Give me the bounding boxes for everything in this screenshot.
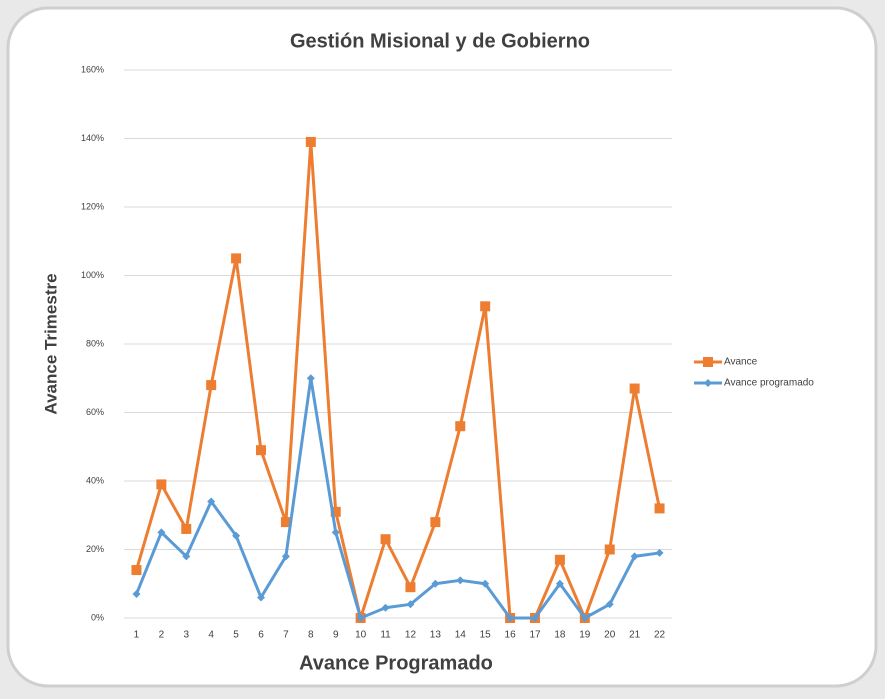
y-tick-label: 60% bbox=[86, 407, 104, 417]
x-tick-label: 18 bbox=[554, 630, 566, 641]
x-tick-label: 11 bbox=[380, 630, 391, 641]
data-point bbox=[232, 531, 241, 540]
y-tick-label: 40% bbox=[86, 475, 104, 485]
data-point bbox=[131, 565, 142, 576]
data-point bbox=[480, 301, 491, 312]
y-tick-label: 160% bbox=[81, 64, 104, 74]
x-tick-label: 22 bbox=[654, 630, 666, 641]
y-axis-title: Avance Trimestre bbox=[41, 273, 60, 414]
x-tick-label: 6 bbox=[258, 630, 264, 641]
data-point bbox=[330, 506, 341, 517]
chart-title: Gestión Misional y de Gobierno bbox=[290, 30, 590, 52]
y-tick-label: 20% bbox=[86, 544, 104, 554]
data-point bbox=[381, 603, 390, 612]
data-point bbox=[605, 600, 614, 609]
data-point bbox=[654, 503, 665, 514]
data-point bbox=[406, 600, 415, 609]
x-tick-label: 15 bbox=[480, 630, 492, 641]
x-tick-label: 10 bbox=[355, 630, 367, 641]
data-point bbox=[629, 383, 640, 394]
data-point bbox=[481, 579, 490, 588]
y-tick-label: 140% bbox=[81, 133, 104, 143]
data-point bbox=[305, 136, 316, 147]
x-tick-label: 5 bbox=[233, 630, 239, 641]
x-tick-label: 3 bbox=[183, 630, 189, 641]
data-point bbox=[281, 552, 290, 561]
data-point bbox=[555, 579, 564, 588]
series-line bbox=[135, 140, 662, 620]
data-point bbox=[554, 554, 565, 565]
data-point bbox=[455, 421, 466, 432]
x-tick-label: 13 bbox=[430, 630, 442, 641]
data-point bbox=[207, 497, 216, 506]
data-point bbox=[630, 552, 639, 561]
legend-marker bbox=[704, 379, 712, 387]
x-tick-label: 12 bbox=[405, 630, 417, 641]
x-tick-label: 1 bbox=[134, 630, 140, 641]
data-point bbox=[580, 614, 589, 622]
data-point bbox=[405, 582, 416, 593]
data-point bbox=[431, 579, 440, 588]
data-point bbox=[280, 517, 291, 528]
x-axis-title: Avance Programado bbox=[299, 652, 493, 674]
x-tick-label: 14 bbox=[455, 630, 467, 641]
data-point bbox=[456, 576, 465, 585]
data-point bbox=[531, 614, 539, 622]
data-point bbox=[156, 479, 167, 490]
x-tick-label: 17 bbox=[529, 630, 541, 641]
x-tick-label: 9 bbox=[333, 630, 339, 641]
y-tick-label: 120% bbox=[81, 201, 104, 211]
data-point bbox=[132, 590, 141, 599]
x-tick-label: 7 bbox=[283, 630, 289, 641]
data-point bbox=[380, 534, 391, 545]
data-point bbox=[331, 528, 340, 537]
data-point bbox=[430, 517, 441, 528]
x-tick-label: 19 bbox=[579, 630, 591, 641]
series-line bbox=[135, 376, 660, 620]
data-point bbox=[182, 552, 191, 561]
data-point bbox=[181, 523, 192, 534]
x-tick-label: 20 bbox=[604, 630, 616, 641]
x-tick-label: 21 bbox=[629, 630, 641, 641]
data-point bbox=[356, 614, 365, 622]
data-point bbox=[256, 445, 266, 456]
x-tick-label: 16 bbox=[505, 630, 517, 641]
x-tick-label: 4 bbox=[208, 630, 214, 641]
data-point bbox=[306, 374, 315, 383]
x-tick-label: 2 bbox=[159, 630, 165, 641]
data-point bbox=[604, 544, 615, 555]
data-point bbox=[231, 253, 242, 264]
legend-marker bbox=[703, 357, 713, 367]
data-point bbox=[206, 380, 217, 391]
data-point bbox=[506, 614, 515, 622]
data-point bbox=[257, 593, 265, 602]
y-tick-label: 80% bbox=[86, 338, 104, 348]
legend-label: Avance bbox=[724, 357, 758, 368]
y-tick-label: 0% bbox=[91, 612, 104, 622]
legend-label: Avance programado bbox=[724, 378, 814, 389]
card bbox=[6, 6, 878, 688]
x-tick-label: 8 bbox=[308, 630, 314, 641]
data-point bbox=[655, 548, 664, 557]
data-point bbox=[157, 528, 166, 537]
y-tick-label: 100% bbox=[81, 270, 104, 280]
